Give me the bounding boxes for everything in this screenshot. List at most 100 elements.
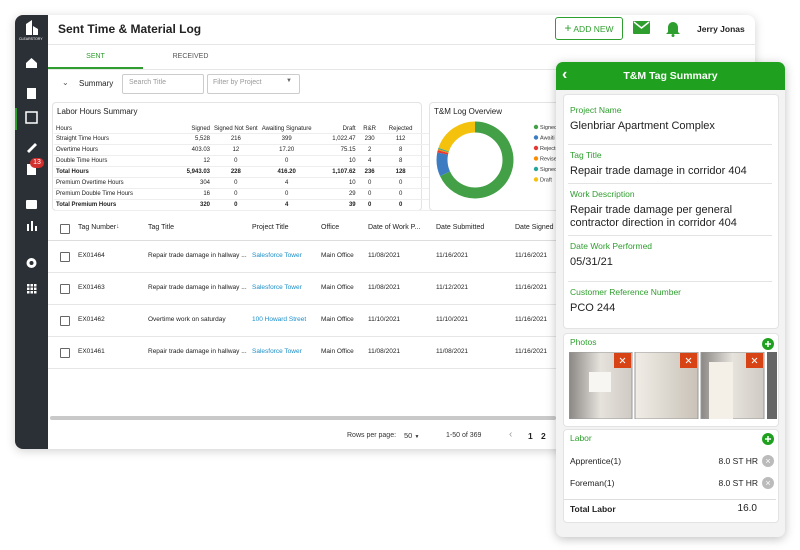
cell: 0 [381, 177, 420, 189]
column-header[interactable]: Date Signed [515, 224, 554, 231]
add-photo-button[interactable] [762, 338, 774, 350]
page-1[interactable]: 1 [528, 431, 533, 441]
add-new-label: ADD NEW [573, 24, 614, 34]
cell: Main Office [321, 348, 354, 355]
column-header[interactable]: Tag Title [148, 224, 175, 231]
cell: 0 [212, 199, 260, 211]
cell: 11/16/2021 [515, 316, 548, 323]
field-divider [568, 281, 772, 282]
cell: 128 [381, 166, 420, 178]
sort-arrow: ↓ [116, 223, 120, 230]
mail-icon[interactable] [633, 21, 650, 35]
photos-label: Photos [570, 337, 597, 347]
field-divider [568, 235, 772, 236]
search-input[interactable] [122, 74, 204, 94]
labor-summary-title: Labor Hours Summary [57, 107, 138, 116]
cell: 0 [357, 199, 382, 211]
field-label: Customer Reference Number [570, 287, 682, 297]
cell: 5,528 [170, 133, 212, 145]
add-labor-button[interactable] [762, 433, 774, 445]
tab-received[interactable]: RECEIVED [172, 53, 209, 60]
row-checkbox[interactable] [60, 348, 70, 358]
cell: 416.20 [259, 166, 314, 178]
cell: 39 [313, 199, 358, 211]
cell: 29 [313, 188, 358, 200]
cell: 0 [212, 177, 260, 189]
column-header: R&R [357, 117, 382, 134]
field-value: Glenbriar Apartment Complex [570, 120, 715, 132]
rows-per-page-select[interactable]: 50 ▼ [404, 431, 420, 440]
field-label: Tag Title [570, 150, 602, 160]
project-link[interactable]: Salesforce Tower [252, 284, 302, 291]
cell: EX01461 [78, 348, 105, 355]
cell: 11/08/2021 [368, 252, 401, 259]
project-filter[interactable] [207, 74, 300, 94]
column-header[interactable]: Office [321, 224, 340, 231]
donut-segment [436, 121, 514, 199]
page-title: Sent Time & Material Log [58, 22, 202, 36]
rows-per-page-label: Rows per page: [347, 432, 397, 439]
row-checkbox[interactable] [60, 252, 70, 262]
add-new-button[interactable]: + ADD NEW [555, 17, 623, 40]
cell: 11/16/2021 [515, 252, 548, 259]
labor-summary-row: Straight Time Hours 5,528 216 399 1,022.47 23… [54, 133, 462, 145]
tab-sent[interactable]: SENT [86, 53, 105, 60]
field-label: Work Description [570, 189, 635, 199]
column-header[interactable]: Date Submitted [436, 224, 485, 231]
cell: 11/10/2021 [368, 316, 401, 323]
project-link[interactable]: Salesforce Tower [252, 348, 302, 355]
remove-labor-button[interactable]: × [762, 455, 774, 467]
donut-segment [436, 121, 514, 199]
cell: Main Office [321, 284, 354, 291]
cell: 8 [381, 155, 420, 167]
remove-labor-button[interactable]: × [762, 477, 774, 489]
cell: 11/16/2021 [515, 284, 548, 291]
row-checkbox[interactable] [60, 316, 70, 326]
column-header[interactable]: Tag Number [78, 224, 117, 231]
labor-summary-header: Hours Signed Signed Not Sent Awaiting Signa… [54, 117, 462, 134]
photo-strip [569, 352, 777, 419]
cell: 112 [381, 133, 420, 145]
collapse-caret[interactable]: ⌄ [62, 78, 69, 87]
cell: 16 [170, 188, 212, 200]
field-value: Repair trade damage per general contract… [570, 204, 737, 229]
row-checkbox[interactable] [60, 284, 70, 294]
cell: 10 [313, 177, 358, 189]
project-link[interactable]: Salesforce Tower [252, 252, 302, 259]
labor-summary-row: Premium Double Time Hours1600290045 [54, 188, 462, 200]
row-divider [48, 304, 558, 305]
header-checkbox[interactable] [60, 224, 70, 234]
cell: Repair trade damage in hallway ... [148, 284, 247, 291]
column-header[interactable]: Project Title [252, 224, 289, 231]
sidebar-icons[interactable] [15, 48, 48, 298]
row-divider [48, 336, 558, 337]
cell: 11/08/2021 [368, 348, 401, 355]
cell: 0 [357, 177, 382, 189]
cell: 0 [381, 188, 420, 200]
legend-label: Signed [540, 125, 557, 131]
labor-summary-table: Hours Signed Signed Not Sent Awaiting Signa… [54, 117, 462, 211]
field-divider [568, 144, 772, 145]
cell: 0 [212, 155, 260, 167]
tag-table: Tag Number Tag Title Project Title Office Da… [48, 215, 558, 415]
column-header: Signed [170, 117, 212, 134]
panel-back[interactable]: ‹ [562, 66, 568, 83]
horizontal-scrollbar[interactable] [50, 416, 556, 420]
column-header[interactable]: Date of Work P... [368, 224, 421, 231]
legend-swatch [533, 177, 539, 182]
user-name[interactable]: Jerry Jonas [697, 24, 745, 34]
page-2[interactable]: 2 [541, 431, 546, 441]
rows-per-page-value: 50 [404, 431, 413, 440]
column-header: Awaiting Signature [259, 117, 314, 134]
overview-title: T&M Log Overview [434, 107, 503, 116]
field-label: Date Work Performed [570, 241, 653, 251]
legend-swatch [533, 166, 539, 172]
legend-label: Awaiti [540, 136, 555, 142]
cell: 4 [259, 199, 314, 211]
prev-page[interactable]: ‹ [509, 429, 513, 440]
project-link[interactable]: 100 Howard Street [252, 316, 307, 323]
cell: Total Premium Hours [54, 199, 170, 211]
column-header: Rejected [381, 117, 420, 134]
bell-icon[interactable] [665, 20, 681, 37]
